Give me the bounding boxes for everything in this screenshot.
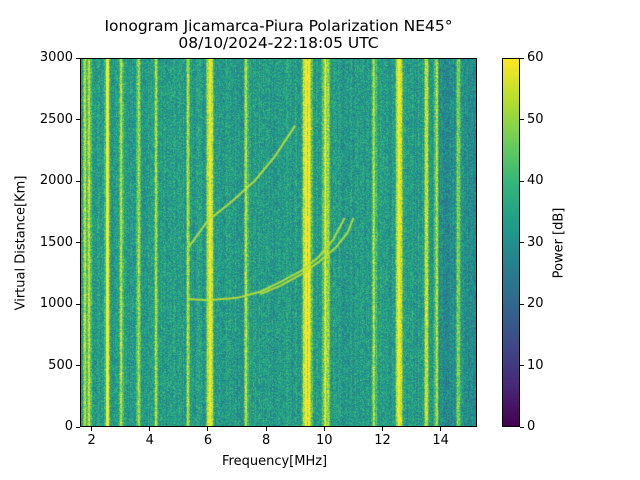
chart-subtitle: 08/10/2024-22:18:05 UTC: [178, 34, 379, 52]
chart-title: Ionogram Jicamarca-Piura Polarization NE…: [104, 17, 453, 35]
colorbar-tick-label: 50: [527, 111, 544, 127]
y-tick-label: 2500: [39, 111, 73, 127]
colorbar-tick: [520, 57, 524, 59]
y-tick: [76, 303, 80, 305]
x-tick-label: 2: [87, 433, 96, 448]
colorbar-tick-label: 20: [527, 296, 544, 311]
y-tick: [76, 365, 80, 366]
y-tick-label: 0: [64, 419, 73, 434]
y-tick: [76, 242, 80, 243]
colorbar-tick-label: 0: [527, 419, 536, 434]
y-tick-label: 500: [48, 357, 73, 373]
colorbar-tick-label: 40: [527, 173, 544, 188]
x-tick: [265, 427, 267, 431]
x-tick: [149, 427, 151, 431]
y-tick: [76, 57, 80, 59]
colorbar-tick: [520, 426, 524, 428]
colorbar-tick-label: 60: [527, 50, 544, 65]
x-tick-label: 14: [432, 433, 449, 448]
y-tick: [76, 119, 80, 120]
y-tick-label: 2000: [39, 173, 73, 188]
y-tick-label: 1500: [39, 234, 73, 250]
x-tick: [440, 427, 442, 431]
colorbar-tick: [520, 303, 524, 305]
x-tick: [207, 427, 209, 431]
x-tick: [91, 427, 93, 431]
x-tick: [381, 427, 383, 431]
colorbar-tick-label: 10: [527, 357, 544, 373]
x-tick-label: 8: [261, 433, 271, 448]
x-tick-label: 4: [145, 433, 154, 448]
y-tick: [76, 180, 80, 182]
colorbar-tick: [520, 119, 524, 120]
colorbar-tick: [520, 242, 524, 243]
colorbar-tick: [520, 180, 524, 182]
colorbar: [502, 58, 520, 427]
x-tick-label: 6: [203, 433, 213, 448]
y-tick-label: 1000: [39, 296, 73, 311]
colorbar-tick-label: 30: [527, 234, 544, 250]
x-tick-label: 12: [374, 433, 391, 448]
plot-frame: [80, 58, 477, 427]
y-axis-label: Virtual Distance[Km]: [13, 175, 29, 311]
colorbar-tick: [520, 365, 524, 366]
y-tick-label: 3000: [39, 50, 73, 65]
ionogram-heatmap: [80, 58, 477, 427]
x-tick: [323, 427, 325, 431]
colorbar-label: Power [dB]: [551, 207, 567, 279]
x-tick-label: 10: [316, 433, 333, 448]
x-axis-label: Frequency[MHz]: [222, 454, 328, 469]
y-tick: [76, 426, 80, 428]
